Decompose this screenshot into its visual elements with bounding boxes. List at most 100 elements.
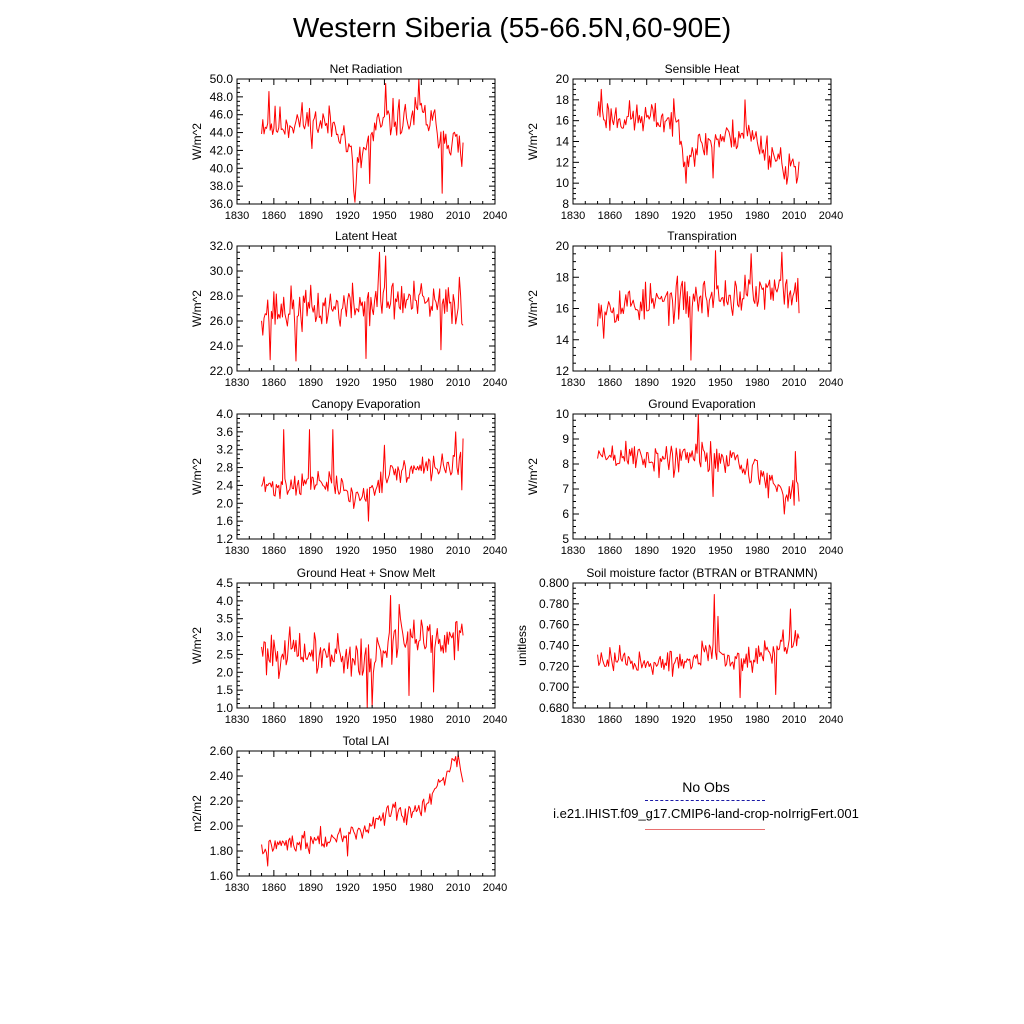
x-tick-label: 1830: [561, 210, 585, 222]
y-tick-label: 7: [562, 482, 569, 496]
y-tick-label: 8: [562, 197, 569, 211]
x-tick-label: 2010: [446, 882, 470, 894]
plot-frame: [236, 413, 496, 540]
panel-ground-evaporation: Ground Evaporation 1830 1860 1890 1920 1950 19…: [526, 397, 843, 557]
panel-title: Transpiration: [667, 229, 737, 243]
x-tick-label: 1890: [298, 210, 322, 222]
y-tick-label: 14: [556, 135, 570, 149]
x-tick-label: 1920: [671, 377, 695, 389]
y-axis-label: W/m^2: [526, 123, 540, 160]
y-tick-label: 44.0: [210, 126, 234, 140]
y-tick-label: 0.760: [539, 618, 569, 632]
panel-title: Net Radiation: [330, 62, 403, 76]
x-tick-label: 1830: [561, 545, 585, 557]
y-tick-label: 38.0: [210, 179, 234, 193]
x-tick-label: 1950: [708, 545, 732, 557]
x-tick-label: 1860: [262, 545, 286, 557]
x-tick-label: 1860: [598, 210, 622, 222]
x-tick-label: 1950: [708, 210, 732, 222]
panel-sensible-heat: Sensible Heat 1830 1860 1890 1920 1950 1980 20 1…: [526, 62, 843, 222]
plot-frame: [572, 413, 832, 540]
y-tick-label: 4.0: [216, 407, 233, 421]
plot-frame: [236, 582, 496, 709]
x-tick-label: 1890: [634, 377, 658, 389]
x-tick-label: 1860: [262, 882, 286, 894]
y-tick-label: 2.20: [210, 794, 234, 808]
x-tick-label: 1980: [409, 377, 433, 389]
y-tick-label: 4.0: [216, 594, 233, 608]
x-tick-label: 1830: [225, 377, 249, 389]
x-tick-label: 1920: [335, 210, 359, 222]
y-tick-label: 14: [556, 333, 570, 347]
x-tick-label: 2010: [782, 714, 806, 726]
legend-run-line: [645, 829, 765, 830]
y-tick-label: 18: [556, 270, 570, 284]
y-tick-label: 1.0: [216, 701, 233, 715]
x-tick-label: 1980: [745, 210, 769, 222]
y-tick-label: 5: [562, 532, 569, 546]
y-tick-label: 50.0: [210, 72, 234, 86]
y-tick-label: 2.8: [216, 461, 233, 475]
x-tick-label: 1890: [298, 545, 322, 557]
x-tick-label: 1860: [262, 377, 286, 389]
x-tick-label: 1980: [745, 545, 769, 557]
x-tick-label: 1980: [745, 714, 769, 726]
panel-soil-moisture-factor-btran-or-btranmn-: Soil moisture factor (BTRAN or BTRANMN) 1…: [515, 566, 843, 726]
series-line: [261, 595, 464, 709]
y-tick-label: 2.0: [216, 496, 233, 510]
y-tick-label: 48.0: [210, 90, 234, 104]
x-tick-label: 2010: [446, 545, 470, 557]
y-tick-label: 3.6: [216, 425, 233, 439]
x-tick-label: 1890: [298, 714, 322, 726]
y-tick-label: 42.0: [210, 143, 234, 157]
x-tick-label: 1830: [561, 714, 585, 726]
y-tick-label: 26.0: [210, 314, 234, 328]
panel-title: Sensible Heat: [665, 62, 740, 76]
series-line: [261, 754, 464, 867]
y-tick-label: 18: [556, 93, 570, 107]
x-tick-label: 2040: [483, 210, 507, 222]
y-tick-label: 2.00: [210, 819, 234, 833]
x-tick-label: 1950: [372, 377, 396, 389]
x-tick-label: 2040: [483, 882, 507, 894]
series-line: [261, 78, 464, 203]
x-tick-label: 1950: [372, 545, 396, 557]
y-tick-label: 1.60: [210, 869, 234, 883]
x-tick-label: 1830: [225, 210, 249, 222]
y-tick-label: 32.0: [210, 239, 234, 253]
y-tick-label: 1.80: [210, 844, 234, 858]
panel-title: Ground Heat + Snow Melt: [297, 566, 436, 580]
y-tick-label: 12: [556, 155, 570, 169]
x-tick-label: 2040: [819, 377, 843, 389]
y-tick-label: 2.40: [210, 769, 234, 783]
series-line: [597, 88, 800, 185]
y-tick-label: 0.700: [539, 680, 569, 694]
y-tick-label: 46.0: [210, 108, 234, 122]
x-tick-label: 1950: [372, 882, 396, 894]
legend-run-label: i.e21.IHIST.f09_g17.CMIP6-land-crop-noIr…: [553, 806, 859, 821]
panel-total-lai: Total LAI 1830 1860 1890 1920 1950 1980 2010 204…: [190, 734, 507, 894]
x-tick-label: 1890: [634, 210, 658, 222]
x-tick-label: 1920: [671, 210, 695, 222]
y-tick-label: 0.800: [539, 576, 569, 590]
y-tick-label: 0.680: [539, 701, 569, 715]
y-tick-label: 1.6: [216, 514, 233, 528]
y-axis-label: W/m^2: [190, 123, 204, 160]
plot-frame: [572, 78, 832, 205]
panel-title: Soil moisture factor (BTRAN or BTRANMN): [586, 566, 817, 580]
y-axis-label: W/m^2: [190, 290, 204, 327]
y-axis-label: m2/m2: [190, 795, 204, 832]
y-tick-label: 10: [556, 176, 570, 190]
y-tick-label: 2.0: [216, 665, 233, 679]
series-line: [597, 593, 800, 699]
y-tick-label: 2.60: [210, 744, 234, 758]
y-tick-label: 30.0: [210, 264, 234, 278]
y-tick-label: 9: [562, 432, 569, 446]
y-tick-label: 3.0: [216, 630, 233, 644]
y-tick-label: 20: [556, 72, 570, 86]
x-tick-label: 2040: [819, 545, 843, 557]
y-tick-label: 16: [556, 114, 570, 128]
